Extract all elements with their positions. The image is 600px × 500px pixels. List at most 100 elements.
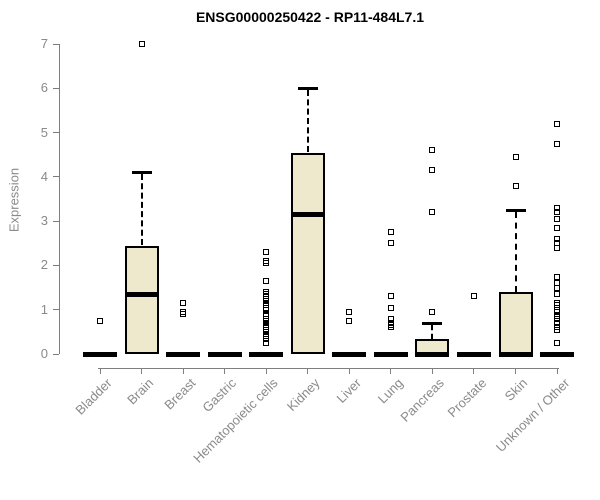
- whisker-line: [431, 325, 434, 339]
- median-line: [540, 351, 575, 357]
- outlier-point: [512, 153, 519, 160]
- outlier-point: [554, 240, 561, 247]
- y-tick-label: 1: [40, 301, 48, 317]
- median-line: [456, 351, 491, 357]
- outlier-point: [554, 302, 561, 309]
- outlier-point: [387, 324, 394, 331]
- x-tick-mark: [99, 368, 101, 374]
- x-tick-label: Liver: [333, 375, 365, 406]
- outlier-point: [554, 280, 561, 287]
- outlier-point: [387, 304, 394, 311]
- outlier-point: [387, 240, 394, 247]
- outlier-point: [554, 273, 561, 280]
- x-tick-label: Lung: [374, 375, 406, 407]
- outlier-point: [138, 41, 145, 47]
- median-line: [290, 212, 325, 217]
- x-tick-mark: [473, 368, 475, 374]
- box-rect: [498, 292, 533, 354]
- x-tick-mark: [431, 368, 433, 374]
- outlier-point: [554, 291, 561, 298]
- y-tick-label: 3: [40, 213, 48, 229]
- outlier-point: [346, 308, 353, 315]
- x-tick-mark: [556, 368, 558, 374]
- outlier-point: [554, 235, 561, 242]
- x-tick-label: Skin: [501, 375, 531, 404]
- outlier-point: [554, 326, 561, 333]
- whisker-line: [140, 174, 143, 246]
- y-tick-mark: [53, 87, 59, 89]
- x-tick-label: Brain: [124, 375, 157, 408]
- outlier-point: [554, 140, 561, 147]
- outlier-point: [180, 300, 187, 307]
- x-tick-mark: [390, 368, 392, 374]
- y-tick-label: 4: [40, 168, 48, 184]
- outlier-point: [263, 249, 270, 256]
- y-tick-mark: [53, 264, 59, 266]
- median-line: [166, 351, 201, 357]
- outlier-point: [429, 308, 436, 315]
- y-tick-mark: [53, 132, 59, 134]
- outlier-point: [263, 277, 270, 284]
- x-tick-label: Prostate: [444, 375, 489, 421]
- x-tick-mark: [307, 368, 309, 374]
- outlier-point: [554, 320, 561, 326]
- x-tick-label: Pancreas: [397, 375, 448, 425]
- median-line: [373, 351, 408, 357]
- outlier-point: [429, 147, 436, 154]
- outlier-point: [512, 182, 519, 189]
- outlier-point: [97, 317, 103, 324]
- outlier-point: [554, 215, 561, 222]
- y-tick-mark: [53, 176, 59, 178]
- y-tick-label: 0: [40, 346, 48, 361]
- box-rect: [290, 152, 325, 354]
- outlier-point: [263, 306, 270, 313]
- x-tick-label: Hematopoietic cells: [190, 375, 282, 466]
- median-line: [498, 351, 533, 357]
- outlier-point: [470, 293, 477, 300]
- x-axis-line: [98, 368, 560, 369]
- x-tick-label: Bladder: [72, 375, 115, 418]
- whisker-cap: [297, 87, 318, 91]
- outlier-point: [554, 120, 561, 127]
- outlier-point: [554, 284, 561, 291]
- y-tick-mark: [53, 43, 59, 45]
- chart-title: ENSG00000250422 - RP11-484L7.1: [195, 9, 425, 25]
- x-tick-mark: [141, 368, 143, 374]
- outlier-point: [554, 308, 561, 315]
- outlier-point: [554, 339, 561, 346]
- outlier-point: [180, 311, 187, 318]
- median-line: [249, 351, 284, 357]
- whisker-line: [514, 212, 517, 292]
- outlier-point: [346, 317, 353, 324]
- outlier-point: [263, 335, 270, 342]
- whisker-line: [306, 90, 309, 153]
- y-tick-label: 5: [40, 124, 48, 140]
- outlier-point: [554, 244, 561, 251]
- y-tick-mark: [53, 309, 59, 311]
- x-tick-label: Kidney: [283, 375, 323, 415]
- outlier-point: [554, 204, 561, 211]
- outlier-point: [263, 260, 270, 267]
- x-tick-label: Breast: [160, 375, 199, 413]
- outlier-point: [387, 293, 394, 300]
- median-line: [124, 291, 159, 297]
- x-tick-mark: [515, 368, 516, 374]
- y-axis-line: [59, 44, 60, 354]
- y-tick-mark: [53, 353, 59, 355]
- median-line: [83, 351, 117, 357]
- whisker-cap: [505, 209, 526, 213]
- y-tick-label: 7: [40, 36, 48, 51]
- outlier-point: [554, 224, 561, 231]
- median-line: [207, 351, 242, 357]
- outlier-point: [387, 229, 394, 236]
- y-tick-label: 2: [40, 257, 48, 273]
- x-tick-mark: [182, 368, 184, 374]
- outlier-point: [429, 209, 436, 216]
- x-tick-mark: [224, 368, 226, 374]
- outlier-point: [554, 315, 561, 322]
- outlier-point: [429, 167, 436, 174]
- outlier-point: [387, 315, 394, 322]
- x-tick-label: Gastric: [199, 375, 240, 416]
- outlier-point: [554, 209, 561, 216]
